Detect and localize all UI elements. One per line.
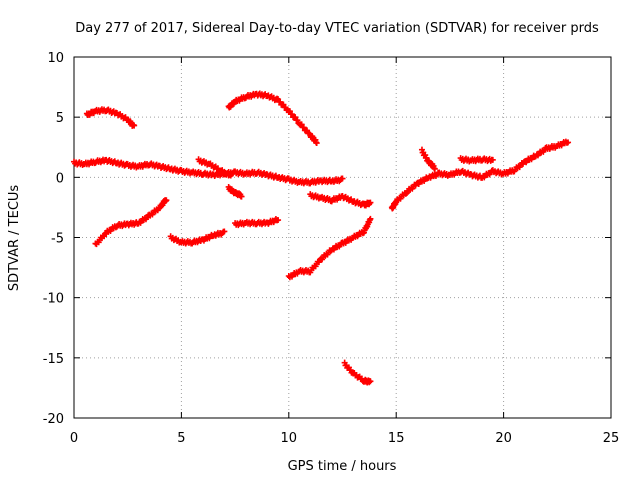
series-arc-9: [307, 191, 374, 209]
y-tick-label: 0: [56, 171, 64, 186]
data-point: [489, 156, 496, 163]
data-point: [367, 199, 374, 206]
y-tick-label: -10: [43, 292, 64, 307]
series-arc-1: [71, 156, 346, 187]
data-point: [565, 139, 572, 146]
y-tick-label: 5: [56, 111, 64, 126]
series-arc-10: [285, 215, 374, 281]
series-arc-14: [457, 155, 496, 165]
series-arc-7: [195, 156, 234, 179]
data-point: [431, 165, 438, 172]
data-point: [227, 172, 234, 179]
series-arc-13: [418, 146, 438, 172]
data-point: [163, 197, 170, 204]
data-point: [402, 190, 409, 197]
data-point: [300, 124, 307, 131]
series-arc-2: [83, 106, 138, 129]
x-tick-label: 25: [603, 431, 620, 446]
x-tick-label: 0: [70, 431, 78, 446]
y-tick-label: -20: [43, 412, 64, 427]
data-point: [286, 108, 293, 115]
data-point: [275, 217, 282, 224]
data-point: [294, 117, 301, 124]
x-axis-label: GPS time / hours: [288, 459, 397, 474]
grid: [74, 57, 611, 418]
series-arc-4: [92, 197, 170, 248]
series-arc-8: [225, 183, 245, 200]
data-point: [298, 121, 305, 128]
y-axis-label: SDTVAR / TECUs: [7, 185, 22, 292]
y-tick-label: -5: [51, 232, 64, 247]
data-point: [367, 378, 374, 385]
data-points: [71, 90, 572, 386]
data-point: [339, 175, 346, 182]
series-arc-5: [167, 228, 228, 247]
y-tick-label: 10: [47, 51, 64, 66]
x-tick-label: 20: [495, 431, 512, 446]
x-tick-label: 5: [177, 431, 185, 446]
data-point: [289, 111, 296, 118]
data-point: [292, 114, 299, 121]
series-arc-3: [225, 90, 320, 147]
data-point: [238, 193, 245, 200]
x-tick-label: 15: [388, 431, 405, 446]
chart-title: Day 277 of 2017, Sidereal Day-to-day VTE…: [75, 21, 599, 36]
data-point: [313, 140, 320, 147]
series-arc-11: [341, 359, 374, 386]
x-tick-label: 10: [281, 431, 298, 446]
axis-ticks: 0 5 10 15 20 25 -20 -15 -10 -5 0 5 10: [43, 51, 620, 446]
series-arc-12: [388, 138, 572, 212]
data-point: [221, 228, 228, 235]
data-point: [131, 122, 138, 129]
y-tick-label: -15: [43, 352, 64, 367]
data-point: [304, 127, 311, 134]
series-arc-6: [232, 215, 282, 229]
data-point: [367, 215, 374, 222]
